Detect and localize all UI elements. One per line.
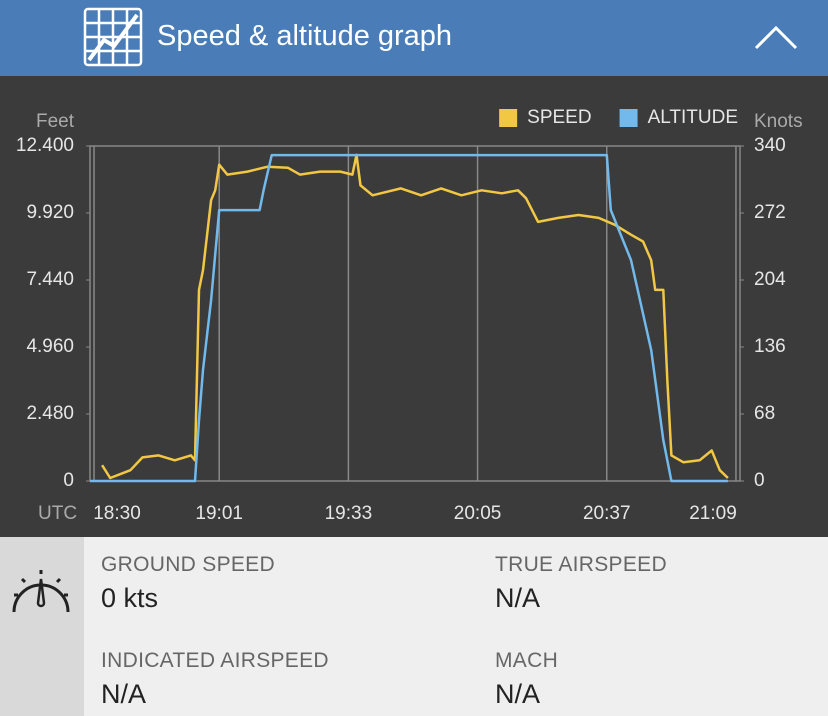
legend-swatch — [619, 109, 638, 127]
y-tick-label: 7.440 — [26, 269, 74, 290]
legend-swatch — [499, 109, 518, 127]
y2-tick-label: 340 — [754, 135, 786, 156]
y2-tick-label: 68 — [754, 403, 775, 424]
y-axis-label: Feet — [36, 111, 75, 132]
x-tick-label: 18:30 — [93, 503, 141, 524]
graph-icon — [83, 7, 143, 67]
y-tick-label: 0 — [63, 470, 74, 491]
x-tick-label: 21:09 — [689, 503, 737, 524]
chart-panel: Feet Knots UTC 0 2.480 4.960 7.440 9.920 12.400 0… — [0, 76, 828, 537]
stat-label: GROUND SPEED — [101, 553, 275, 576]
chart: Feet Knots UTC 0 2.480 4.960 7.440 9.920 12.400 0… — [16, 107, 803, 524]
y2-tick-label: 272 — [754, 202, 786, 223]
legend-label: ALTITUDE — [648, 107, 738, 128]
y2-tick-label: 0 — [754, 470, 765, 491]
stat-value: N/A — [495, 583, 541, 613]
header-icons — [83, 7, 798, 67]
y-tick-label: 12.400 — [16, 135, 74, 156]
stat-value: 0 kts — [101, 583, 159, 613]
stat-value: N/A — [101, 679, 147, 709]
plot-frame — [89, 145, 741, 482]
legend-label: SPEED — [527, 107, 591, 128]
stats-panel: GROUND SPEED 0 kts TRUE AIRSPEED N/A IND… — [0, 537, 828, 716]
gauge-icon — [12, 570, 70, 613]
x-tick-label: 20:37 — [583, 503, 631, 524]
collapse-chevron[interactable] — [754, 25, 798, 50]
header: Speed & altitude graph — [0, 0, 828, 76]
x-tick-label: 19:01 — [195, 503, 243, 524]
stat-label: INDICATED AIRSPEED — [101, 649, 329, 672]
stat-value: N/A — [495, 679, 541, 709]
icon-column — [0, 537, 84, 716]
y-tick-label: 9.920 — [26, 202, 74, 223]
x-tick-label: 19:33 — [325, 503, 373, 524]
series-line — [90, 153, 728, 483]
y-tick-label: 2.480 — [26, 403, 74, 424]
series-line — [101, 153, 729, 480]
y2-tick-label: 204 — [754, 269, 786, 290]
y-tick-label: 4.960 — [26, 336, 74, 357]
header-title: Speed & altitude graph — [157, 20, 453, 52]
stat-label: MACH — [495, 649, 559, 672]
x-axis-label: UTC — [38, 503, 77, 524]
y2-tick-label: 136 — [754, 336, 786, 357]
x-tick-label: 20:05 — [454, 503, 502, 524]
y2-axis-label: Knots — [754, 111, 803, 132]
stat-label: TRUE AIRSPEED — [495, 553, 667, 576]
